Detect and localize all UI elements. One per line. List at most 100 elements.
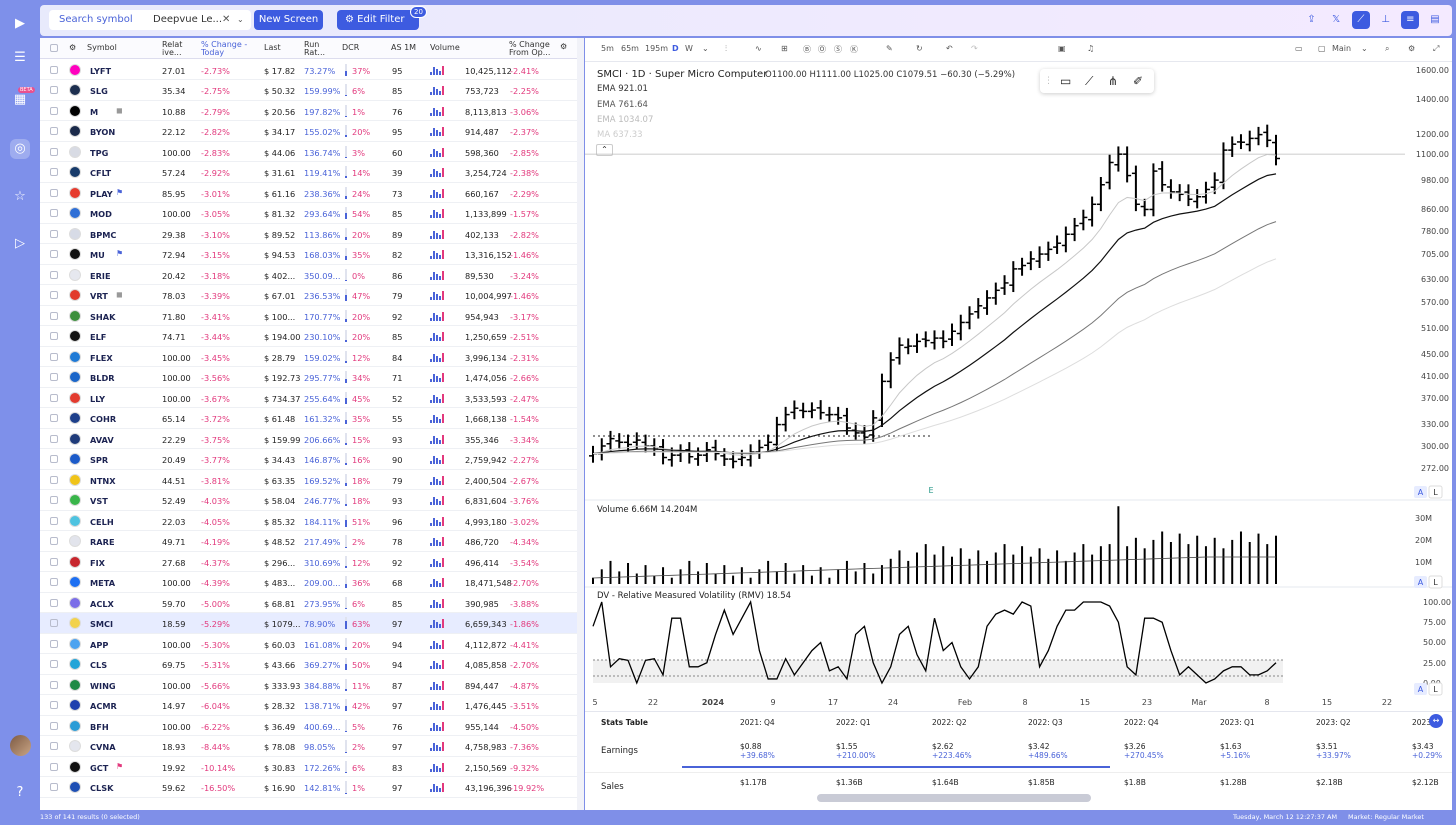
table-settings-icon[interactable]: ⚙ bbox=[560, 42, 568, 51]
table-row[interactable]: SMCI 18.59 -5.29% $ 1079... 78.90% 63% 97 6,659… bbox=[40, 613, 577, 634]
redo-icon[interactable]: ↷ bbox=[971, 44, 978, 53]
table-row[interactable]: CVNA 18.93 -8.44% $ 78.08 98.05% 2% 97 4,758,98… bbox=[40, 736, 577, 757]
new-screen-button[interactable]: New Screen bbox=[254, 10, 323, 30]
table-row[interactable]: SLG 35.34 -2.75% $ 50.32 159.99% 6% 85 753,723 -… bbox=[40, 80, 577, 101]
table-row[interactable]: VRT ◼ 78.03 -3.39% $ 67.01 236.53% 47% 79 10,004… bbox=[40, 285, 577, 306]
draw-icon[interactable]: ✎ bbox=[886, 44, 893, 53]
table-row[interactable]: ACMR 14.97 -6.04% $ 28.32 138.71% 42% 97 1,476,… bbox=[40, 695, 577, 716]
table-row[interactable]: NTNX 44.51 -3.81% $ 63.35 169.52% 18% 79 2,400,… bbox=[40, 470, 577, 490]
col-change-today[interactable]: % Change - Today bbox=[201, 40, 248, 57]
table-row[interactable]: FLEX 100.00 -3.45% $ 28.79 159.02% 12% 84 3,996… bbox=[40, 347, 577, 367]
col-relative[interactable]: Relat ive... bbox=[162, 40, 183, 57]
row-checkbox[interactable] bbox=[50, 434, 58, 443]
row-checkbox[interactable] bbox=[50, 660, 58, 668]
table-row[interactable]: M ◼ 10.88 -2.79% $ 20.56 197.82% 1% 76 8,113,813… bbox=[40, 101, 577, 121]
stats-scrollbar[interactable] bbox=[817, 794, 1091, 802]
screen-selector[interactable]: Deepvue Le... ✕ ⌄ bbox=[143, 10, 251, 30]
table-row[interactable]: BFH 100.00 -6.22% $ 36.49 400.69... 5% 76 955,1… bbox=[40, 716, 577, 736]
avatar[interactable] bbox=[10, 735, 31, 756]
row-checkbox[interactable] bbox=[50, 619, 58, 627]
table-row[interactable]: META 100.00 -4.39% $ 483... 209.00... 36% 68 18… bbox=[40, 572, 577, 593]
folder-icon[interactable]: ▢ bbox=[1318, 44, 1326, 53]
play-logo-icon[interactable]: ▶ bbox=[15, 16, 25, 31]
row-checkbox[interactable] bbox=[50, 639, 58, 648]
layout-icon[interactable]: ▭ bbox=[1295, 44, 1303, 53]
row-checkbox[interactable] bbox=[50, 250, 58, 258]
table-row[interactable]: ACLX 59.70 -5.00% $ 68.81 273.95% 6% 85 390,985… bbox=[40, 593, 577, 613]
table-row[interactable]: SHAK 71.80 -3.41% $ 100... 170.77% 20% 92 954,9… bbox=[40, 306, 577, 326]
row-checkbox[interactable] bbox=[50, 783, 58, 791]
flag-icon[interactable]: ⚑ bbox=[116, 187, 124, 197]
table-row[interactable]: AVAV 22.29 -3.75% $ 159.99 206.66% 15% 93 355,3… bbox=[40, 429, 577, 449]
fib-icon[interactable]: ⋔ bbox=[1108, 74, 1119, 88]
brush-icon[interactable]: ✐ bbox=[1133, 74, 1144, 88]
templates-icon[interactable]: ⊞ bbox=[781, 44, 788, 53]
row-checkbox[interactable] bbox=[50, 557, 58, 566]
note-icon[interactable]: ◼ bbox=[116, 290, 123, 299]
col-run-rate[interactable]: Run Rat... bbox=[304, 40, 326, 57]
row-checkbox[interactable] bbox=[50, 188, 58, 197]
row-checkbox[interactable] bbox=[50, 106, 58, 115]
table-view-icon[interactable]: ▤ bbox=[1430, 14, 1440, 25]
row-checkbox[interactable] bbox=[50, 414, 58, 422]
table-row[interactable]: SPR 20.49 -3.77% $ 34.43 146.87% 16% 90 2,759,9… bbox=[40, 449, 577, 470]
trendline-icon[interactable]: ⟋ bbox=[1085, 74, 1094, 88]
table-row[interactable]: CLSK 59.62 -16.50% $ 16.90 142.81% 1% 97 43,196… bbox=[40, 777, 577, 798]
table-row[interactable]: BPMC 29.38 -3.10% $ 89.52 113.86% 20% 89 402,13… bbox=[40, 224, 577, 244]
row-checkbox[interactable] bbox=[50, 65, 58, 74]
menu-icon[interactable]: ☰ bbox=[14, 50, 26, 65]
x-social-icon[interactable]: 𝕏 bbox=[1332, 14, 1341, 25]
bar-type-icon[interactable]: ⫶ bbox=[725, 44, 727, 53]
stats-expand-icon[interactable]: ↔ bbox=[1429, 714, 1443, 728]
table-row[interactable]: APP 100.00 -5.30% $ 60.03 161.08% 20% 94 4,112,… bbox=[40, 634, 577, 654]
chart-view-icon[interactable]: ⟋ bbox=[1351, 11, 1370, 29]
row-checkbox[interactable] bbox=[50, 393, 58, 402]
row-checkbox[interactable] bbox=[50, 373, 58, 381]
k-marker-icon[interactable]: Ⓚ bbox=[850, 45, 858, 54]
timeframe-65m[interactable]: 65m bbox=[621, 44, 639, 53]
row-checkbox[interactable] bbox=[50, 311, 58, 320]
row-checkbox[interactable] bbox=[50, 352, 58, 361]
alert-bell-icon[interactable]: ♫ bbox=[1087, 44, 1095, 53]
undo-icon[interactable]: ↶ bbox=[946, 44, 953, 53]
edit-filter-button[interactable]: ⚙ Edit Filter bbox=[337, 10, 419, 30]
grid-icon[interactable]: ▦ bbox=[13, 92, 27, 107]
row-checkbox[interactable] bbox=[50, 127, 58, 135]
col-dcr[interactable]: DCR bbox=[342, 43, 360, 52]
row-checkbox[interactable] bbox=[50, 516, 58, 525]
row-checkbox[interactable] bbox=[50, 147, 58, 156]
table-row[interactable]: LLY 100.00 -3.67% $ 734.37 255.64% 45% 52 3,533… bbox=[40, 388, 577, 408]
share-icon[interactable]: ⇪ bbox=[1307, 14, 1316, 25]
row-checkbox[interactable] bbox=[50, 209, 58, 217]
row-checkbox[interactable] bbox=[50, 270, 58, 279]
buy-marker-icon[interactable]: Ⓑ bbox=[803, 45, 811, 54]
table-row[interactable]: BYON 22.12 -2.82% $ 34.17 155.02% 20% 95 914,48… bbox=[40, 121, 577, 142]
row-checkbox[interactable] bbox=[50, 701, 58, 709]
table-row[interactable]: ELF 74.71 -3.44% $ 194.00 230.10% 20% 85 1,250,… bbox=[40, 326, 577, 347]
camera-icon[interactable]: ▣ bbox=[1058, 44, 1066, 53]
row-checkbox[interactable] bbox=[50, 721, 58, 730]
table-row[interactable]: CLS 69.75 -5.31% $ 43.66 369.27% 50% 94 4,085,8… bbox=[40, 654, 577, 675]
row-checkbox[interactable] bbox=[50, 229, 58, 238]
timeframe-195m[interactable]: 195m bbox=[645, 44, 669, 53]
drag-handle-icon[interactable]: ⋮ bbox=[1044, 76, 1053, 86]
row-checkbox[interactable] bbox=[50, 496, 58, 504]
sell-marker-icon[interactable]: Ⓢ bbox=[834, 45, 842, 54]
row-checkbox[interactable] bbox=[50, 762, 58, 771]
table-row[interactable]: CFLT 57.24 -2.92% $ 31.61 119.41% 14% 39 3,254,… bbox=[40, 162, 577, 183]
timeframe-w[interactable]: W bbox=[685, 44, 693, 53]
table-row[interactable]: ERIE 20.42 -3.18% $ 402... 350.09... 0% 86 89,5… bbox=[40, 265, 577, 285]
note-icon[interactable]: ◼ bbox=[116, 105, 123, 115]
split-view-icon[interactable]: ⊥ bbox=[1381, 14, 1390, 25]
timeframe-dropdown-icon[interactable]: ⌄ bbox=[702, 44, 709, 53]
table-row[interactable]: PLAY ⚑ 85.95 -3.01% $ 61.16 238.36% 24% 73 660,1… bbox=[40, 183, 577, 203]
fullscreen-icon[interactable]: ⤢ bbox=[1433, 44, 1440, 53]
settings-icon[interactable]: ⚙ bbox=[69, 43, 77, 52]
help-icon[interactable]: ? bbox=[16, 785, 24, 800]
flag-icon[interactable]: ⚑ bbox=[116, 761, 124, 771]
layout-dropdown-icon[interactable]: ⌄ bbox=[1361, 44, 1368, 53]
row-checkbox[interactable] bbox=[50, 578, 58, 586]
table-row[interactable]: VST 52.49 -4.03% $ 58.04 246.77% 18% 93 6,831,6… bbox=[40, 490, 577, 511]
flag-icon[interactable]: ⚑ bbox=[116, 249, 124, 258]
col-last[interactable]: Last bbox=[264, 43, 281, 52]
